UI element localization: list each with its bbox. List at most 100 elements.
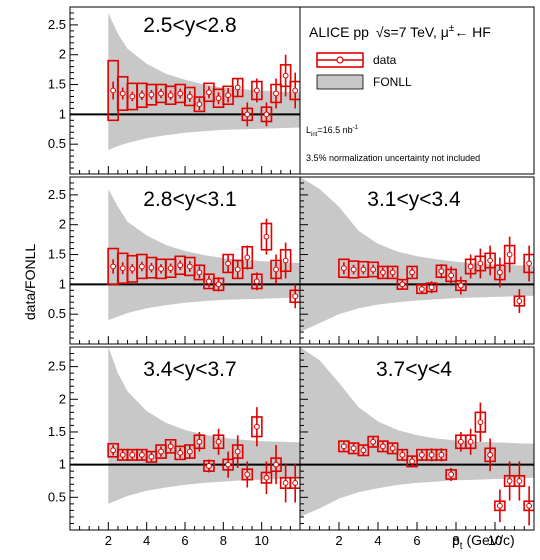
panel-plot-area <box>70 347 300 504</box>
syst-box <box>193 264 206 281</box>
data-marker <box>215 281 222 288</box>
data-point <box>231 435 244 468</box>
syst-box <box>455 279 467 292</box>
panel-3p4-3p7: 0.5 1 1.5 2 2.5 2 4 6 8 10 3.4<y<3.7 <box>48 346 301 548</box>
svg-text:pt (GeV/c): pt (GeV/c) <box>452 532 515 552</box>
data-point <box>289 463 300 503</box>
data-marker <box>292 293 299 300</box>
data-marker <box>119 451 126 458</box>
data-point <box>212 428 225 455</box>
x-tick-label: 10 <box>488 533 502 548</box>
data-point <box>445 266 457 285</box>
data-marker <box>186 448 193 455</box>
y-tick-label: 2.5 <box>48 17 66 32</box>
data-marker <box>273 461 279 468</box>
panel-title: 2.8<y<3.1 <box>143 188 236 211</box>
syst-box <box>183 444 196 459</box>
lumi-sub: int <box>311 132 318 138</box>
data-point <box>126 254 139 283</box>
syst-box <box>464 434 477 450</box>
data-marker <box>516 478 523 484</box>
data-marker <box>370 266 377 273</box>
panel-plot-area <box>300 347 534 526</box>
data-marker <box>428 451 435 458</box>
data-marker <box>526 502 533 509</box>
data-marker <box>253 87 260 94</box>
data-marker <box>158 90 164 97</box>
panel-title: 3.7<y<4 <box>376 358 452 381</box>
data-marker <box>438 451 445 458</box>
data-marker <box>196 101 203 108</box>
legend-fonll-swatch <box>316 74 364 90</box>
data-point <box>270 445 282 485</box>
syst-box <box>279 248 292 273</box>
data-point <box>251 78 263 103</box>
syst-box <box>203 459 215 472</box>
data-marker <box>110 87 117 94</box>
info-pad: ALICE pp √s=7 TeV, μ±← HF data FONLL Lin… <box>299 6 535 175</box>
data-marker <box>448 471 455 478</box>
lumi-value: =16.5 nb <box>317 125 352 135</box>
syst-box <box>474 411 487 433</box>
syst-box <box>513 474 526 488</box>
data-point <box>474 402 487 442</box>
data-marker <box>487 257 494 264</box>
x-tick-label: 8 <box>220 533 227 548</box>
data-marker <box>263 111 270 118</box>
data-marker <box>119 90 126 97</box>
legend-data-label: data <box>373 53 397 67</box>
fonll-band <box>300 347 534 517</box>
data-point <box>251 407 263 447</box>
data-marker <box>418 451 425 458</box>
data-point <box>494 257 506 288</box>
legend-data-entry: data <box>316 52 397 68</box>
syst-box <box>445 469 457 480</box>
data-point <box>260 461 273 495</box>
data-point <box>416 448 428 461</box>
energy-label: √s=7 TeV, μ <box>376 24 449 40</box>
data-marker <box>273 266 279 273</box>
fonll-band <box>300 177 534 333</box>
data-point <box>396 278 409 290</box>
syst-box <box>445 268 457 283</box>
data-marker <box>225 260 232 267</box>
data-marker <box>110 263 117 270</box>
data-marker <box>186 93 193 100</box>
data-marker <box>234 266 241 273</box>
data-marker <box>350 445 357 452</box>
data-marker <box>244 471 251 478</box>
data-marker <box>418 286 425 293</box>
data-marker <box>292 87 299 94</box>
x-tick-label: 4 <box>143 533 150 548</box>
syst-box <box>241 245 254 270</box>
data-point <box>435 448 448 462</box>
energy-pm: ± <box>449 23 455 34</box>
syst-box <box>270 457 282 472</box>
data-point <box>406 265 418 280</box>
data-marker <box>167 92 174 99</box>
syst-box <box>386 265 399 280</box>
data-marker <box>409 458 416 465</box>
x-tick-label: 8 <box>452 533 459 548</box>
data-marker <box>516 298 523 304</box>
syst-box <box>289 80 300 101</box>
syst-box <box>494 264 506 281</box>
data-marker <box>438 268 445 275</box>
panel-title: 2.5<y<2.8 <box>143 14 236 37</box>
syst-box <box>484 252 496 269</box>
data-point <box>523 245 534 282</box>
data-marker <box>457 282 464 289</box>
data-marker <box>234 448 241 455</box>
data-marker <box>129 451 136 458</box>
data-marker <box>389 445 396 452</box>
data-marker <box>148 91 155 98</box>
data-point <box>270 78 282 109</box>
syst-box <box>406 265 418 280</box>
lumi-main: L <box>306 125 311 135</box>
x-tick-label: 2 <box>335 533 342 548</box>
data-marker <box>158 265 164 272</box>
data-marker <box>496 269 503 276</box>
y-tick-label: 1 <box>59 276 66 291</box>
x-axis-title: pt (GeV/c) <box>452 532 515 552</box>
data-point <box>155 83 167 104</box>
